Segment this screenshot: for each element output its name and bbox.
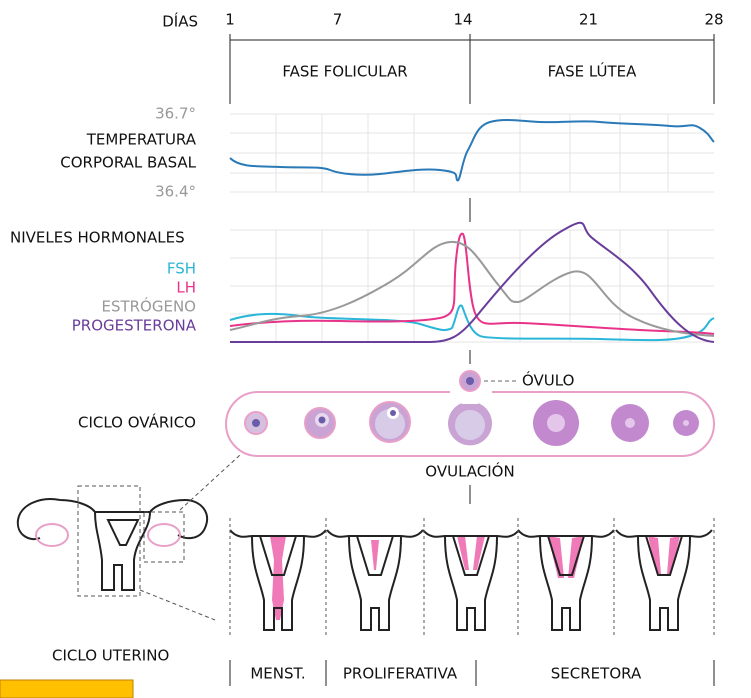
- legend-label: LH: [176, 279, 196, 297]
- legend-label: PROGESTERONA: [72, 317, 197, 335]
- stage-dividers: [229, 518, 715, 635]
- phase-label: FASE FOLICULAR: [282, 63, 407, 81]
- uterine-phase: SECRETORA: [551, 665, 642, 683]
- temp-min: 36.4°: [155, 183, 196, 201]
- uterus: [326, 529, 424, 631]
- uterus: [517, 529, 615, 631]
- uterus-outline: [517, 529, 615, 631]
- lining: [371, 540, 379, 570]
- uterine-title: CICLO UTERINO: [52, 647, 169, 665]
- lining: [457, 536, 485, 570]
- hormones-title: NIVELES HORMONALES: [10, 229, 185, 247]
- day-label: 7: [333, 11, 343, 29]
- uterus: [615, 529, 713, 631]
- lining: [548, 536, 584, 578]
- lining: [648, 536, 680, 574]
- uterine-phase: MENST.: [250, 665, 305, 683]
- phase-label: FASE LÚTEA: [548, 62, 638, 81]
- uterine-phase: PROLIFERATIVA: [343, 665, 458, 683]
- hormone-grid: [230, 229, 714, 343]
- uterus-outline: [229, 529, 327, 631]
- uterus-anatomy: [16, 498, 208, 591]
- temp-max: 36.7°: [155, 105, 196, 123]
- temp-title: TEMPERATURA: [86, 131, 197, 149]
- corner-badge: [0, 679, 134, 698]
- day-label: 21: [579, 11, 598, 29]
- day-label: 14: [453, 11, 472, 29]
- follicles: [244, 400, 699, 446]
- legend-label: ESTRÓGENO: [101, 297, 196, 316]
- uterus-outline: [615, 529, 713, 631]
- ovary-outline: [225, 391, 715, 457]
- temperature-curve: [229, 118, 715, 182]
- uterus-outline: [326, 529, 424, 631]
- day-label: 28: [704, 11, 723, 29]
- day-label: 1: [225, 11, 235, 29]
- temp-grid: [230, 113, 714, 193]
- estrogen-curve: [229, 240, 715, 337]
- ovulation-label: OVULACIÓN: [425, 462, 514, 481]
- legend-label: FSH: [167, 260, 196, 278]
- progesterone-curve: [230, 221, 715, 343]
- ovarian-title: CICLO OVÁRICO: [78, 413, 196, 432]
- callouts: [77, 454, 241, 621]
- fsh-curve: [229, 304, 715, 342]
- ovum-nucleus: [466, 377, 474, 385]
- ovary: [35, 523, 69, 547]
- uterus-stages: [229, 529, 713, 631]
- uterus-outline: [422, 529, 520, 631]
- ovum-label: ÓVULO: [522, 371, 574, 390]
- temp-title: CORPORAL BASAL: [60, 154, 196, 172]
- lining: [270, 536, 286, 620]
- days-label: DÍAS: [162, 12, 198, 31]
- ovary: [147, 523, 181, 547]
- lh-curve: [229, 232, 715, 335]
- uterus: [422, 529, 520, 631]
- uterine-dividers: [229, 660, 715, 686]
- uterus: [229, 529, 327, 631]
